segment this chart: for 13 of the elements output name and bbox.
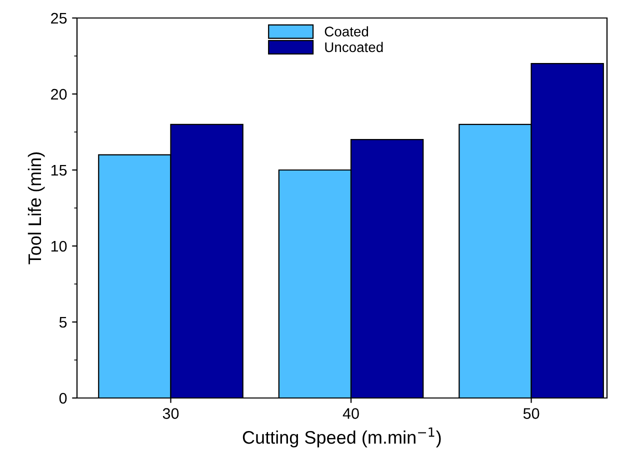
x-tick-label: 40 — [342, 408, 359, 419]
y-tick-label: 25 — [51, 12, 67, 24]
y-tick-label: 0 — [59, 392, 67, 404]
legend-label: Coated — [324, 26, 368, 36]
y-tick-label: 5 — [59, 317, 67, 328]
x-tick-label: 30 — [162, 408, 179, 419]
y-tick-label: 15 — [51, 165, 67, 176]
legend-label: Uncoated — [325, 42, 383, 52]
y-tick-label: 20 — [51, 88, 67, 100]
x-axis-title: Cutting Speed (m.min$^{−1}$) — [242, 428, 441, 448]
y-tick-label: 10 — [51, 240, 67, 252]
x-tick-label: 50 — [523, 408, 540, 419]
y-axis-title: Tool Life (min) — [28, 152, 45, 264]
